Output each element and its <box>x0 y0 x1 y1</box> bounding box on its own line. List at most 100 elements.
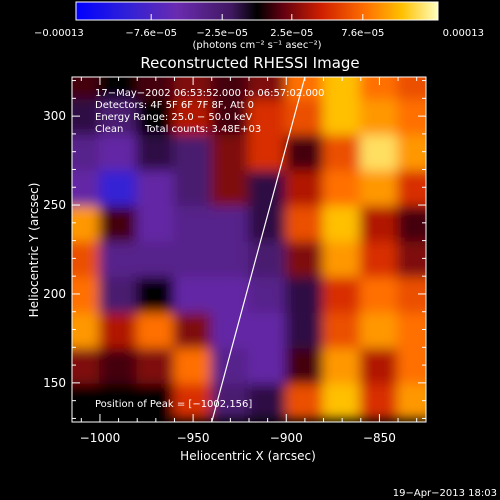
colorbar-tick-label: 0.00013 <box>443 28 484 39</box>
heatmap-cell <box>248 381 288 420</box>
heatmap-cell <box>359 346 400 384</box>
annotation-time: 17−May−2002 06:53:52.000 to 06:57:02.000 <box>95 88 325 99</box>
heatmap-cell <box>248 275 288 313</box>
heatmap-cell <box>397 77 426 100</box>
heatmap-cell <box>285 77 325 100</box>
heatmap-cell <box>285 132 325 171</box>
annotation-detectors: Detectors: 4F 5F 6F 7F 8F, Att 0 <box>95 100 254 111</box>
heatmap-cell <box>136 204 176 242</box>
heatmap-cell <box>98 275 139 313</box>
heatmap-cell <box>359 132 400 171</box>
chart-title: Reconstructed RHESSI Image <box>140 54 359 72</box>
heatmap-cell <box>248 168 288 207</box>
heatmap-cell <box>98 381 139 420</box>
y-axis-ticks: 150 200 250 300 <box>43 80 426 419</box>
heatmap-cell <box>136 132 176 171</box>
heatmap-cell <box>359 239 400 278</box>
heatmap-cell <box>136 239 176 278</box>
heatmap-cell <box>248 204 288 242</box>
heatmap-cell <box>397 204 426 242</box>
heatmap-cell <box>322 97 362 135</box>
heatmap-cell <box>359 275 400 313</box>
footer-timestamp: 19−Apr−2013 18:03 <box>393 488 497 499</box>
heatmap-cell <box>72 77 101 100</box>
heatmap-cell <box>397 132 426 171</box>
heatmap-cell <box>173 132 213 171</box>
heatmap-cell <box>72 132 101 171</box>
x-tick-label: −900 <box>270 431 303 445</box>
heatmap-cell <box>322 77 362 100</box>
x-tick-label: −850 <box>363 431 396 445</box>
colorbar-units: (photons cm⁻² s⁻¹ asec⁻²) <box>192 40 321 51</box>
heatmap-cell <box>173 381 213 420</box>
heatmap-cell <box>285 275 325 313</box>
heatmap-cell <box>72 204 101 242</box>
peak-position-label: Position of Peak = [−1002,156] <box>95 399 252 410</box>
heatmap-cell <box>173 168 213 207</box>
heatmap-cell <box>210 77 250 100</box>
colorbar-tick-label: −0.00013 <box>34 28 84 39</box>
heatmap-area <box>72 77 426 422</box>
heatmap-cell <box>210 132 250 171</box>
heatmap-cell <box>210 310 250 349</box>
annotation-energy: Energy Range: 25.0 − 50.0 keV <box>95 112 252 123</box>
heatmap-cell <box>173 310 213 349</box>
heatmap-cell <box>136 381 176 420</box>
heatmap-cell <box>248 132 288 171</box>
heatmap-cell <box>136 97 176 135</box>
heatmap-cell <box>397 239 426 278</box>
heatmap-cell <box>98 346 139 384</box>
heatmap-cell <box>322 132 362 171</box>
heatmap-cell <box>248 97 288 135</box>
colorbar-ticks: −0.00013 −7.6e−05 −2.5e−05 2.5e−05 7.6e−05 0.… <box>34 14 484 39</box>
heatmap-cell <box>72 239 101 278</box>
heatmap-cell <box>322 204 362 242</box>
heatmap-cell <box>136 275 176 313</box>
heatmap-cell <box>359 97 400 135</box>
y-tick-label: 200 <box>43 287 66 301</box>
heatmap-cell <box>285 346 325 384</box>
heatmap-cell <box>322 381 362 420</box>
heatmap-cell <box>322 346 362 384</box>
heatmap-cell <box>98 239 139 278</box>
heatmap-cell <box>322 239 362 278</box>
heatmap-cell <box>397 275 426 313</box>
heatmap-cell <box>72 346 101 384</box>
annotation-total-counts: Total counts: 3.48E+03 <box>144 124 261 135</box>
heatmap-cell <box>136 77 176 100</box>
heatmap-cell <box>173 204 213 242</box>
heatmap-cell <box>136 346 176 384</box>
heatmap-cell <box>322 310 362 349</box>
heatmap-cell <box>359 381 400 420</box>
heatmap-cell <box>98 97 139 135</box>
heatmap-cell <box>397 97 426 135</box>
heatmap-cell <box>173 97 213 135</box>
x-axis-label: Heliocentric X (arcsec) <box>180 449 316 463</box>
y-axis-label: Heliocentric Y (arcsec) <box>27 183 41 318</box>
x-tick-label: −950 <box>177 431 210 445</box>
heatmap-cell <box>136 168 176 207</box>
heatmap-cell <box>285 97 325 135</box>
colorbar-tick-label: −7.6e−05 <box>125 28 177 39</box>
colorbar-tick-label: −2.5e−05 <box>196 28 248 39</box>
heatmap-cell <box>285 381 325 420</box>
heatmap-cell <box>173 239 213 278</box>
heatmap-cell <box>248 346 288 384</box>
heatmap-cell <box>98 77 139 100</box>
heatmap-cell <box>248 239 288 278</box>
heatmap-cell <box>285 239 325 278</box>
heatmap-cell <box>359 204 400 242</box>
heatmap-cell <box>98 204 139 242</box>
heatmap-cell <box>72 310 101 349</box>
x-tick-label: −1000 <box>80 431 121 445</box>
colorbar-tick-label: 7.6e−05 <box>341 28 384 39</box>
heatmap-cell <box>98 310 139 349</box>
heatmap-cell <box>397 310 426 349</box>
colorbar <box>75 1 439 21</box>
heatmap-cell <box>173 275 213 313</box>
heatmap-cell <box>98 168 139 207</box>
heatmap-cell <box>210 204 250 242</box>
heatmap-cell <box>248 77 288 100</box>
heatmap-cell <box>210 168 250 207</box>
heatmap-cell <box>248 310 288 349</box>
